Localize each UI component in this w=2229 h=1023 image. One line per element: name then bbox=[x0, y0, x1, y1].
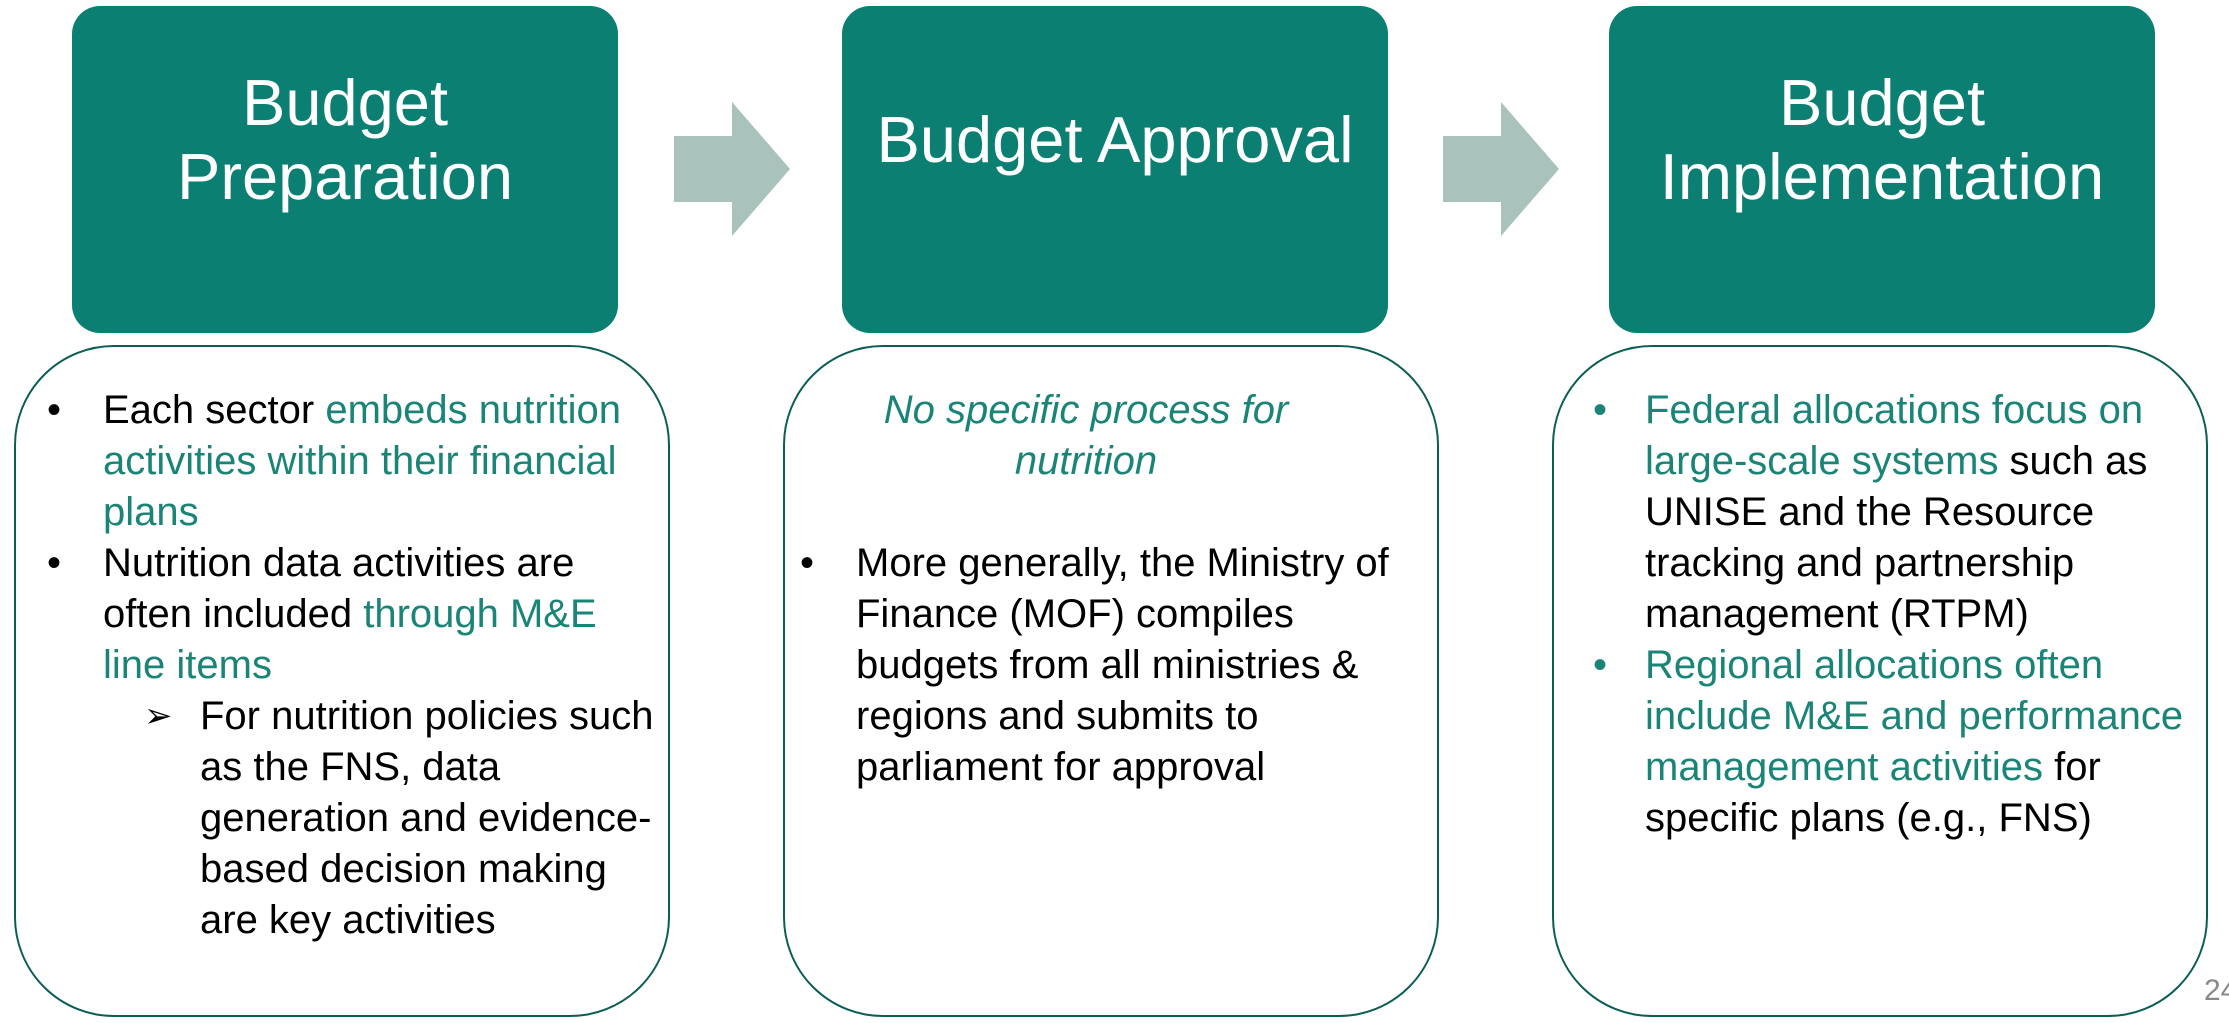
stage-card: No specific process for nutrition More ge… bbox=[783, 345, 1439, 1017]
text-segment: through M&E line items bbox=[103, 592, 597, 687]
stage-card: Federal allocations focus on large-scale… bbox=[1552, 345, 2208, 1017]
bullet: Each sector embeds nutrition activities … bbox=[47, 385, 663, 538]
arrow bbox=[674, 102, 790, 236]
stage-title: Budget Implementation bbox=[1659, 65, 2105, 213]
text-segment: Regional allocations often include M&E a… bbox=[1645, 643, 2184, 789]
sub-bullet: For nutrition policies such as the FNS, … bbox=[144, 691, 663, 946]
text-segment: for specific plans (e.g., FNS) bbox=[1645, 745, 2101, 840]
text-segment: For nutrition policies such as the FNS, … bbox=[200, 694, 654, 942]
card-content: Federal allocations focus on large-scale… bbox=[1593, 385, 2185, 844]
note: No specific process for nutrition bbox=[883, 388, 1289, 483]
bullet: Federal allocations focus on large-scale… bbox=[1593, 385, 2185, 640]
stage-header: Budget Implementation bbox=[1609, 6, 2155, 333]
bullet: Regional allocations often include M&E a… bbox=[1593, 640, 2185, 844]
arrow bbox=[1443, 102, 1559, 236]
text-segment: More generally, the Ministry of Finance … bbox=[856, 541, 1389, 789]
card-content: Each sector embeds nutrition activities … bbox=[47, 385, 663, 946]
stage-card: Each sector embeds nutrition activities … bbox=[14, 345, 670, 1017]
stage-title: Budget Approval bbox=[876, 102, 1354, 176]
text-segment: embeds nutrition activities within their… bbox=[103, 388, 622, 534]
stage-title: Budget Preparation bbox=[176, 65, 514, 213]
bullet: More generally, the Ministry of Finance … bbox=[800, 538, 1426, 793]
text-segment: such as UNISE and the Resource tracking … bbox=[1645, 439, 2148, 636]
text-segment: Nutrition data activities are often incl… bbox=[103, 541, 575, 636]
stage-header: Budget Approval bbox=[842, 6, 1388, 333]
bullet: Nutrition data activities are often incl… bbox=[47, 538, 663, 691]
stage-header: Budget Preparation bbox=[72, 6, 618, 333]
text-segment: Federal allocations focus on large-scale… bbox=[1645, 388, 2144, 483]
card-content: No specific process for nutrition More ge… bbox=[800, 385, 1426, 793]
page-number: 24 bbox=[2204, 974, 2229, 1007]
text-segment: Each sector bbox=[103, 388, 326, 432]
